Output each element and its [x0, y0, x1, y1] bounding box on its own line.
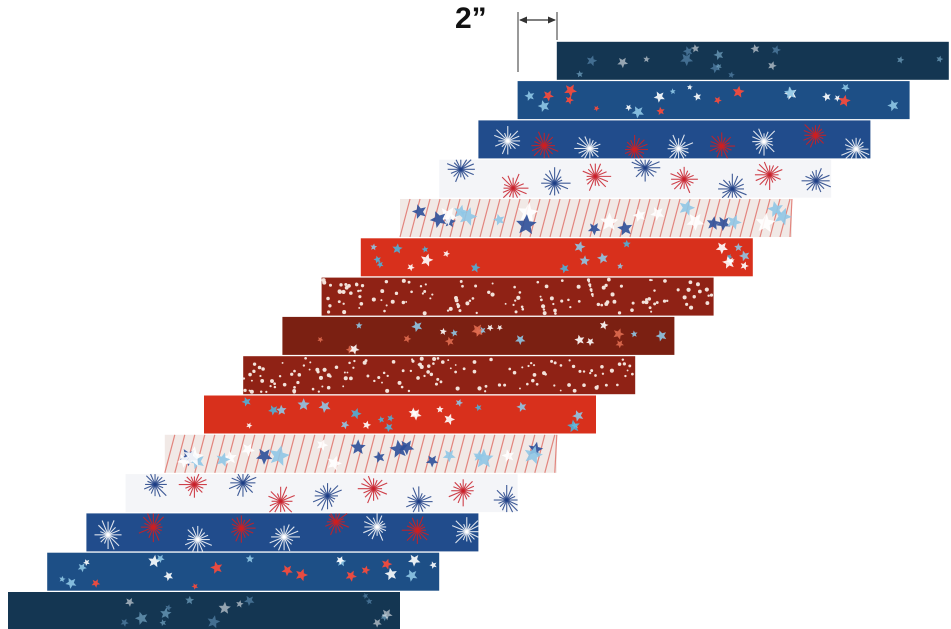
fabric-strip	[86, 512, 479, 552]
fabric-strip	[517, 81, 910, 120]
strips-layer	[8, 41, 949, 629]
arrow-head-left	[519, 16, 527, 24]
fabric-strip	[439, 159, 832, 199]
dimension-marker	[517, 12, 558, 72]
arrow-head-right	[548, 16, 556, 24]
fabric-strip	[125, 473, 518, 513]
fabric-strip	[321, 277, 714, 316]
fabric-strip	[8, 592, 400, 629]
fabric-strip	[478, 120, 871, 159]
fabric-strip	[556, 41, 949, 80]
fabric-strip	[399, 198, 793, 238]
fabric-strip	[204, 395, 596, 434]
fabric-strip	[360, 238, 753, 277]
fabric-strip	[242, 356, 636, 395]
fabric-strip	[282, 316, 675, 355]
fabric-strip	[47, 552, 440, 591]
fabric-strip	[164, 434, 558, 473]
dimension-label: 2”	[455, 2, 487, 35]
